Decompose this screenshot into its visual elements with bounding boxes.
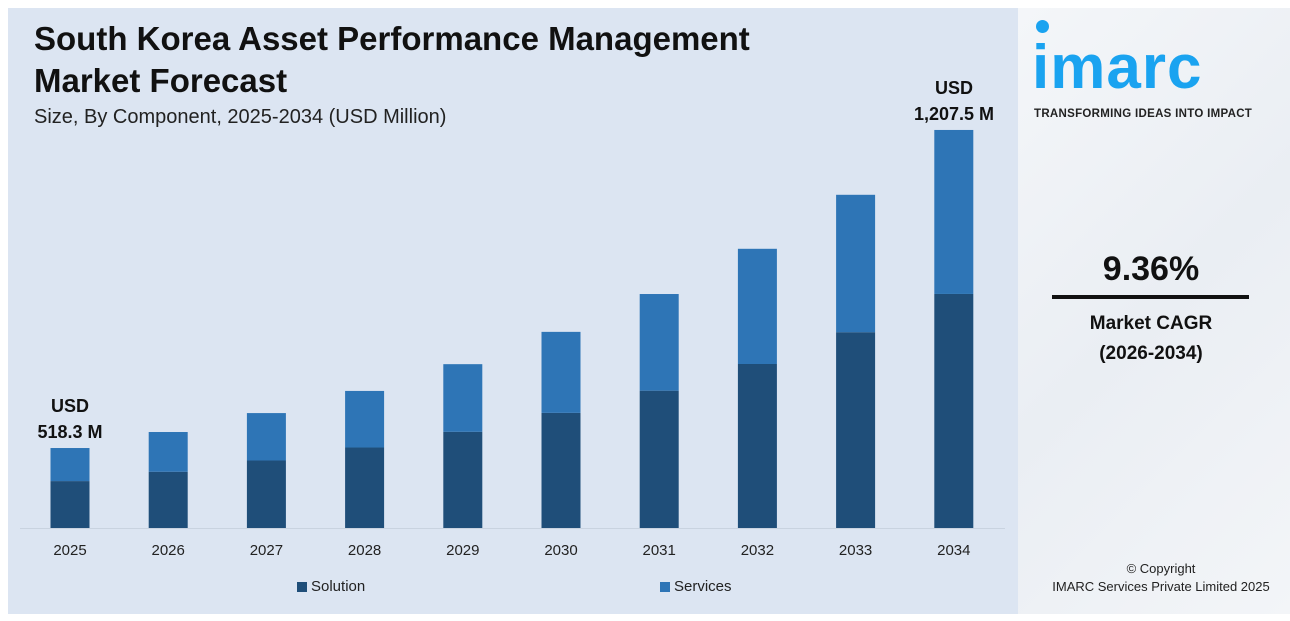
bar-services-2029	[443, 364, 483, 432]
bar-solution-2033	[836, 332, 876, 528]
x-tick-label: 2026	[152, 542, 185, 559]
cagr-value: 9.36%	[1102, 250, 1200, 288]
bar-solution-2027	[246, 460, 286, 528]
brand-tagline: TRANSFORMING IDEAS INTO IMPACT	[1034, 108, 1253, 120]
cagr-divider	[1052, 295, 1249, 299]
chart-title: South Korea Asset Performance Management…	[34, 20, 750, 99]
imarc-logo: imarc	[1032, 33, 1203, 102]
first-label-currency: USD	[50, 396, 89, 416]
chart-subtitle: Size, By Component, 2025-2034 (USD Milli…	[34, 106, 447, 128]
cagr-label: Market CAGR	[1089, 313, 1213, 334]
legend-swatch	[297, 581, 307, 592]
copyright: © Copyright	[1126, 561, 1196, 576]
bar-solution-2026	[148, 471, 188, 528]
bar-solution-2028	[345, 447, 385, 528]
bar-solution-2032	[737, 364, 777, 528]
last-label-currency: USD	[934, 78, 973, 98]
legend-label: Services	[674, 578, 732, 595]
bar-solution-2029	[443, 431, 483, 528]
x-tick-label: 2025	[53, 542, 86, 559]
bar-services-2033	[836, 194, 876, 333]
x-tick-label: 2032	[741, 542, 774, 559]
bar-services-2032	[737, 248, 777, 365]
cagr-period: (2026-2034)	[1099, 343, 1203, 364]
bar-solution-2034	[934, 293, 974, 528]
company-name: IMARC Services Private Limited 2025	[1052, 579, 1270, 594]
bar-solution-2025	[50, 481, 90, 528]
legend-services: Services	[660, 578, 732, 595]
bar-services-2031	[639, 294, 679, 391]
x-tick-label: 2028	[348, 542, 381, 559]
bar-services-2025	[50, 448, 90, 482]
logo-dot-icon	[1036, 20, 1049, 33]
x-tick-label: 2029	[446, 542, 479, 559]
bar-services-2034	[934, 129, 974, 294]
first-value-label: USD 518.3 M	[30, 393, 110, 445]
legend-label: Solution	[311, 578, 366, 595]
bar-solution-2030	[541, 412, 581, 528]
x-tick-label: 2027	[250, 542, 283, 559]
x-tick-label: 2031	[643, 542, 676, 559]
side-panel	[1018, 8, 1290, 614]
first-label-value: 518.3 M	[37, 422, 103, 442]
last-label-value: 1,207.5 M	[913, 104, 995, 124]
x-tick-label: 2033	[839, 542, 872, 559]
bar-solution-2031	[639, 390, 679, 528]
x-tick-label: 2030	[544, 542, 577, 559]
legend-swatch	[660, 581, 670, 592]
bar-services-2028	[345, 390, 385, 448]
x-tick-label: 2034	[937, 542, 970, 559]
last-value-label: USD 1,207.5 M	[894, 75, 1014, 127]
bar-services-2026	[148, 432, 188, 472]
bar-services-2030	[541, 331, 581, 413]
legend-solution: Solution	[297, 578, 365, 595]
bar-services-2027	[246, 413, 286, 461]
bar-chart: 2025 2026 2027 2028 2029 2030 2031 2032 2033 2034	[20, 129, 1005, 559]
